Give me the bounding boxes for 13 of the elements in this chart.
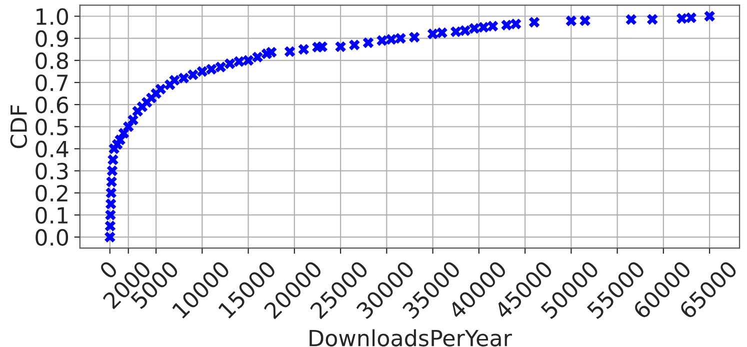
y-tick-label: 0.7 (36, 74, 68, 92)
y-tick-label: 0.0 (36, 229, 68, 246)
y-tick-label: 0.9 (36, 30, 68, 48)
y-axis-title: CDF (10, 105, 28, 148)
x-axis-title: DownloadsPerYear (310, 329, 512, 346)
y-tick-label: 0.4 (36, 140, 68, 158)
y-tick-label: 1.0 (36, 8, 68, 26)
y-tick-label: 0.2 (36, 184, 68, 202)
y-tick-label: 0.3 (36, 162, 68, 180)
y-tick-label: 0.8 (36, 52, 68, 70)
y-tick-label: 0.5 (36, 118, 68, 136)
y-tick-label: 0.1 (36, 206, 68, 224)
y-tick-label: 0.6 (36, 96, 68, 114)
